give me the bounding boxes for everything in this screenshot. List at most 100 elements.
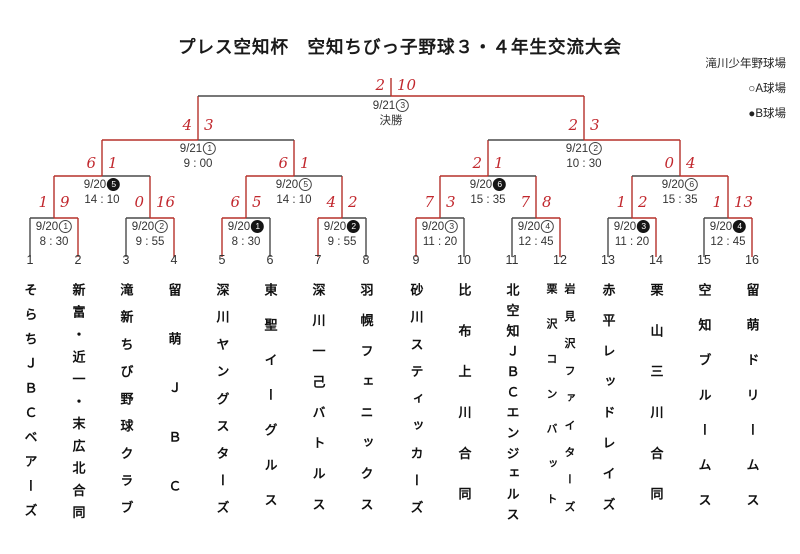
match-label: 9/20 6 15 : 35	[662, 178, 699, 208]
team-name: 羽幌フェニックス	[357, 283, 376, 528]
match-label: 9/20 2 9 : 55	[132, 220, 169, 250]
team-name-column: 留萌ＪＢＣ	[166, 283, 182, 528]
match-time: 8 : 30	[231, 236, 261, 248]
field-circle-icon: 3	[396, 99, 410, 112]
match-time: 決勝	[379, 115, 403, 127]
match-date: 9/20 4	[518, 220, 555, 235]
match-label: 9/20 3 11 : 20	[614, 220, 651, 250]
team-name-column: 岩見沢ファイターズ	[563, 283, 575, 528]
match-date: 9/20 2	[132, 220, 169, 235]
score-left: 6	[86, 154, 96, 172]
match-time: 11 : 20	[614, 236, 650, 248]
team-name: 北空知ＪＢＣエンジェルス	[503, 283, 522, 528]
match-date: 9/20 2	[324, 220, 361, 235]
team-number: 8	[362, 253, 370, 267]
team-name-column: 新富・近一・末広北合同	[70, 283, 86, 528]
team-name-column: 赤平レッドレイズ	[600, 283, 616, 528]
score-right: 3	[204, 116, 214, 134]
match-label: 9/21 1 9 : 00	[180, 142, 217, 172]
match-time: 9 : 00	[183, 158, 213, 170]
match-date: 9/20 3	[614, 220, 651, 235]
team-name: 留萌ＪＢＣ	[165, 283, 184, 528]
team-name-column: 北空知ＪＢＣエンジェルス	[504, 283, 520, 528]
field-circle-icon: 3	[445, 220, 459, 233]
match-time: 10 : 30	[566, 158, 602, 170]
team-number: 11	[505, 253, 519, 267]
team-name-column: 栗山三川合同	[648, 283, 664, 528]
field-circle-icon: 2	[155, 220, 169, 233]
score-left: 7	[424, 193, 434, 211]
score-right: 10	[397, 76, 417, 94]
match-date: 9/20 1	[228, 220, 265, 235]
field-circle-icon: 6	[493, 178, 507, 191]
match-time: 12 : 45	[710, 236, 746, 248]
team-name-column: 留萌ドリームス	[744, 283, 760, 528]
match-time: 9 : 55	[327, 236, 357, 248]
match-label: 9/20 3 11 : 20	[422, 220, 459, 250]
match-time: 15 : 35	[662, 194, 698, 206]
score-left: 1	[712, 193, 722, 211]
match-label: 9/21 2 10 : 30	[566, 142, 603, 172]
team-name: 空知ブルームス	[695, 283, 714, 528]
match-time: 11 : 20	[422, 236, 458, 248]
score-left: 0	[664, 154, 674, 172]
match-label: 9/20 4 12 : 45	[710, 220, 747, 250]
field-circle-icon: 1	[203, 142, 217, 155]
team-name-column: 羽幌フェニックス	[358, 283, 374, 528]
match-time: 9 : 55	[135, 236, 165, 248]
match-date: 9/20 6	[662, 178, 699, 193]
team-number: 13	[601, 253, 615, 267]
score-left: 7	[520, 193, 530, 211]
match-label: 9/21 3 決勝	[373, 99, 410, 129]
team-name: そらちＪＢＣベアーズ	[21, 283, 40, 528]
team-number: 15	[697, 253, 711, 267]
score-left: 4	[182, 116, 192, 134]
match-date: 9/20 3	[422, 220, 459, 235]
score-left: 1	[616, 193, 626, 211]
team-number: 2	[74, 253, 82, 267]
score-left: 6	[230, 193, 240, 211]
team-name: 砂川スティッカーズ	[407, 283, 426, 528]
score-right: 1	[300, 154, 310, 172]
team-name: 深川一己バトルス	[309, 283, 328, 528]
match-label: 9/20 5 14 : 10	[84, 178, 121, 208]
match-label: 9/20 1 8 : 30	[36, 220, 73, 250]
match-label: 9/20 2 9 : 55	[324, 220, 361, 250]
team-number: 3	[122, 253, 130, 267]
match-time: 8 : 30	[39, 236, 69, 248]
field-circle-icon: 5	[299, 178, 313, 191]
team-name-column: 砂川スティッカーズ	[408, 283, 424, 528]
score-right: 13	[734, 193, 754, 211]
match-time: 14 : 10	[276, 194, 312, 206]
score-right: 8	[542, 193, 552, 211]
team-number: 16	[745, 253, 759, 267]
score-right: 1	[108, 154, 118, 172]
match-date: 9/20 5	[276, 178, 313, 193]
score-right: 2	[348, 193, 358, 211]
match-date: 9/20 1	[36, 220, 73, 235]
team-name: 滝新ちび野球クラブ	[117, 283, 136, 528]
field-circle-icon: 4	[541, 220, 555, 233]
field-circle-icon: 2	[589, 142, 603, 155]
match-label: 9/20 5 14 : 10	[276, 178, 313, 208]
team-name-column: 栗沢コンバット	[545, 283, 557, 528]
team-number: 4	[170, 253, 178, 267]
score-left: 2	[375, 76, 385, 94]
team-name-column: そらちＪＢＣベアーズ	[22, 283, 38, 528]
score-left: 1	[38, 193, 48, 211]
score-left: 4	[326, 193, 336, 211]
venue-name: 滝川少年野球場	[705, 58, 787, 70]
team-number: 7	[314, 253, 322, 267]
team-name: 栗沢コンバット 岩見沢ファイターズ	[543, 283, 577, 528]
team-number: 6	[266, 253, 274, 267]
team-number: 12	[553, 253, 567, 267]
team-name: 赤平レッドレイズ	[599, 283, 618, 528]
team-name: 留萌ドリームス	[743, 283, 762, 528]
team-number: 10	[457, 253, 471, 267]
field-b-legend: ●B球場	[748, 108, 786, 120]
team-name: 比布上川合同	[455, 283, 474, 528]
team-name: 栗山三川合同	[647, 283, 666, 528]
score-right: 3	[446, 193, 456, 211]
team-name: 深川ヤングスターズ	[213, 283, 232, 528]
